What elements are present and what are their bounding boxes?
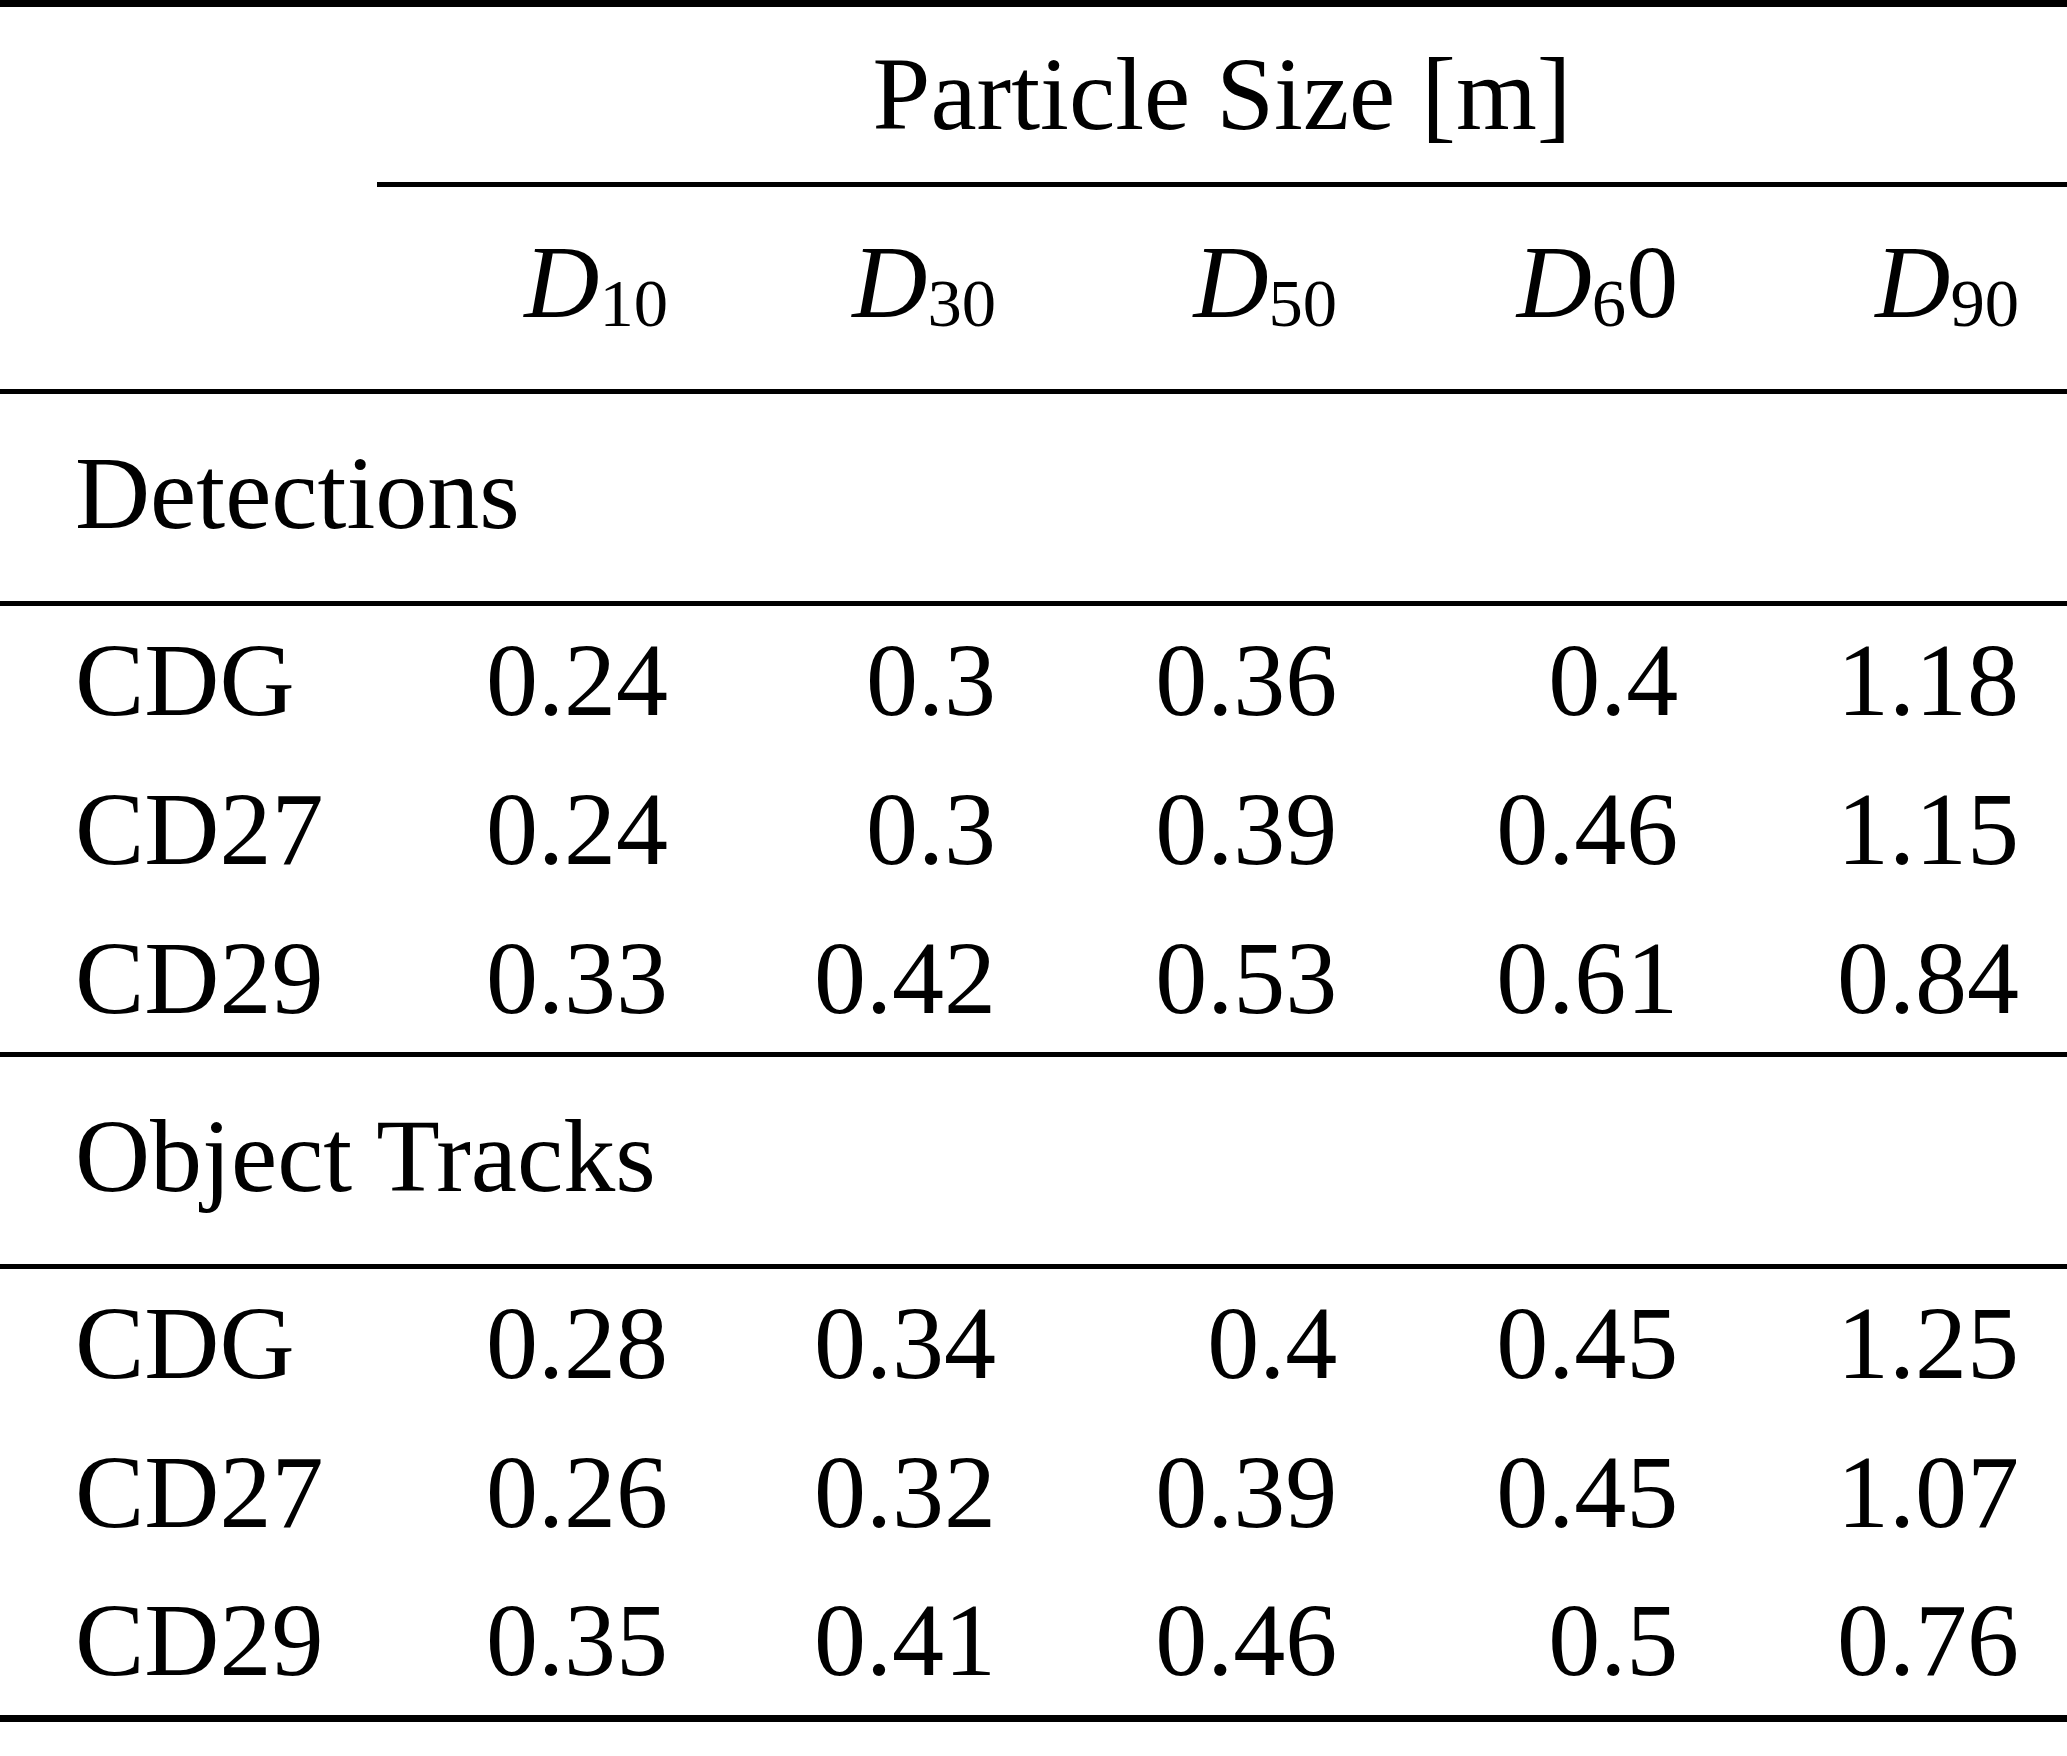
math-symbol: D xyxy=(1193,224,1268,339)
cell-value: 0.35 xyxy=(377,1566,668,1718)
column-header-d90: D90 xyxy=(1678,184,2067,392)
cell-value: 0.76 xyxy=(1678,1566,2067,1718)
row-label: CDG xyxy=(0,1269,377,1418)
math-symbol: D xyxy=(1517,224,1592,339)
column-header-stub xyxy=(0,184,377,392)
math-symbol: D xyxy=(1875,224,1950,339)
table-row: CD29 0.33 0.42 0.53 0.61 0.84 xyxy=(0,904,2067,1055)
cell-value: 1.07 xyxy=(1678,1418,2067,1567)
cell-value: 0.45 xyxy=(1337,1269,1678,1418)
cell-value: 0.53 xyxy=(996,904,1337,1055)
spanner-row: Particle Size [m] xyxy=(0,4,2067,182)
cell-value: 0.5 xyxy=(1337,1566,1678,1718)
cell-value: 1.15 xyxy=(1678,755,2067,904)
cell-value: 0.42 xyxy=(668,904,996,1055)
math-symbol: D xyxy=(524,224,599,339)
math-subscript: 10 xyxy=(599,265,668,341)
cell-value: 0.26 xyxy=(377,1418,668,1567)
section-row-detections: Detections xyxy=(0,394,2067,603)
cell-value: 0.3 xyxy=(668,755,996,904)
cell-value: 1.25 xyxy=(1678,1269,2067,1418)
cell-value: 0.46 xyxy=(996,1566,1337,1718)
cell-value: 0.32 xyxy=(668,1418,996,1567)
table-row: CD27 0.24 0.3 0.39 0.46 1.15 xyxy=(0,755,2067,904)
table-title: Particle Size [m] xyxy=(377,4,2067,182)
column-header-d10: D10 xyxy=(377,184,668,392)
cell-value: 0.33 xyxy=(377,904,668,1055)
row-label: CD27 xyxy=(0,755,377,904)
cell-value: 1.18 xyxy=(1678,606,2067,755)
row-label: CD29 xyxy=(0,1566,377,1718)
table-row: CDG 0.28 0.34 0.4 0.45 1.25 xyxy=(0,1269,2067,1418)
section-title: Object Tracks xyxy=(0,1057,2067,1266)
paper-table-page: Particle Size [m] D10 D30 D50 D60 D90 De… xyxy=(0,0,2067,1756)
math-subscript: 50 xyxy=(1269,265,1338,341)
column-header-d50: D50 xyxy=(996,184,1337,392)
row-label: CD27 xyxy=(0,1418,377,1567)
cell-value: 0.39 xyxy=(996,1418,1337,1567)
row-label: CD29 xyxy=(0,904,377,1055)
cell-value: 0.4 xyxy=(1337,606,1678,755)
math-subscript: 6 xyxy=(1592,265,1626,341)
row-label: CDG xyxy=(0,606,377,755)
cell-value: 0.24 xyxy=(377,606,668,755)
particle-size-table: Particle Size [m] D10 D30 D50 D60 D90 De… xyxy=(0,0,2067,1722)
section-title: Detections xyxy=(0,394,2067,603)
math-tail: 0 xyxy=(1626,224,1678,339)
table-row: CD29 0.35 0.41 0.46 0.5 0.76 xyxy=(0,1566,2067,1718)
table-row: CDG 0.24 0.3 0.36 0.4 1.18 xyxy=(0,606,2067,755)
cell-value: 0.61 xyxy=(1337,904,1678,1055)
math-subscript: 90 xyxy=(1950,265,2019,341)
spanner-stub-cell xyxy=(0,4,377,182)
section-row-object-tracks: Object Tracks xyxy=(0,1057,2067,1266)
cell-value: 0.24 xyxy=(377,755,668,904)
cell-value: 0.46 xyxy=(1337,755,1678,904)
column-header-d30: D30 xyxy=(668,184,996,392)
cell-value: 0.28 xyxy=(377,1269,668,1418)
table-row: CD27 0.26 0.32 0.39 0.45 1.07 xyxy=(0,1418,2067,1567)
column-header-row: D10 D30 D50 D60 D90 xyxy=(0,184,2067,392)
cell-value: 0.41 xyxy=(668,1566,996,1718)
cell-value: 0.34 xyxy=(668,1269,996,1418)
math-symbol: D xyxy=(852,224,927,339)
cell-value: 0.4 xyxy=(996,1269,1337,1418)
cell-value: 0.36 xyxy=(996,606,1337,755)
cell-value: 0.39 xyxy=(996,755,1337,904)
column-header-d60: D60 xyxy=(1337,184,1678,392)
cell-value: 0.45 xyxy=(1337,1418,1678,1567)
cell-value: 0.3 xyxy=(668,606,996,755)
math-subscript: 30 xyxy=(927,265,996,341)
cell-value: 0.84 xyxy=(1678,904,2067,1055)
